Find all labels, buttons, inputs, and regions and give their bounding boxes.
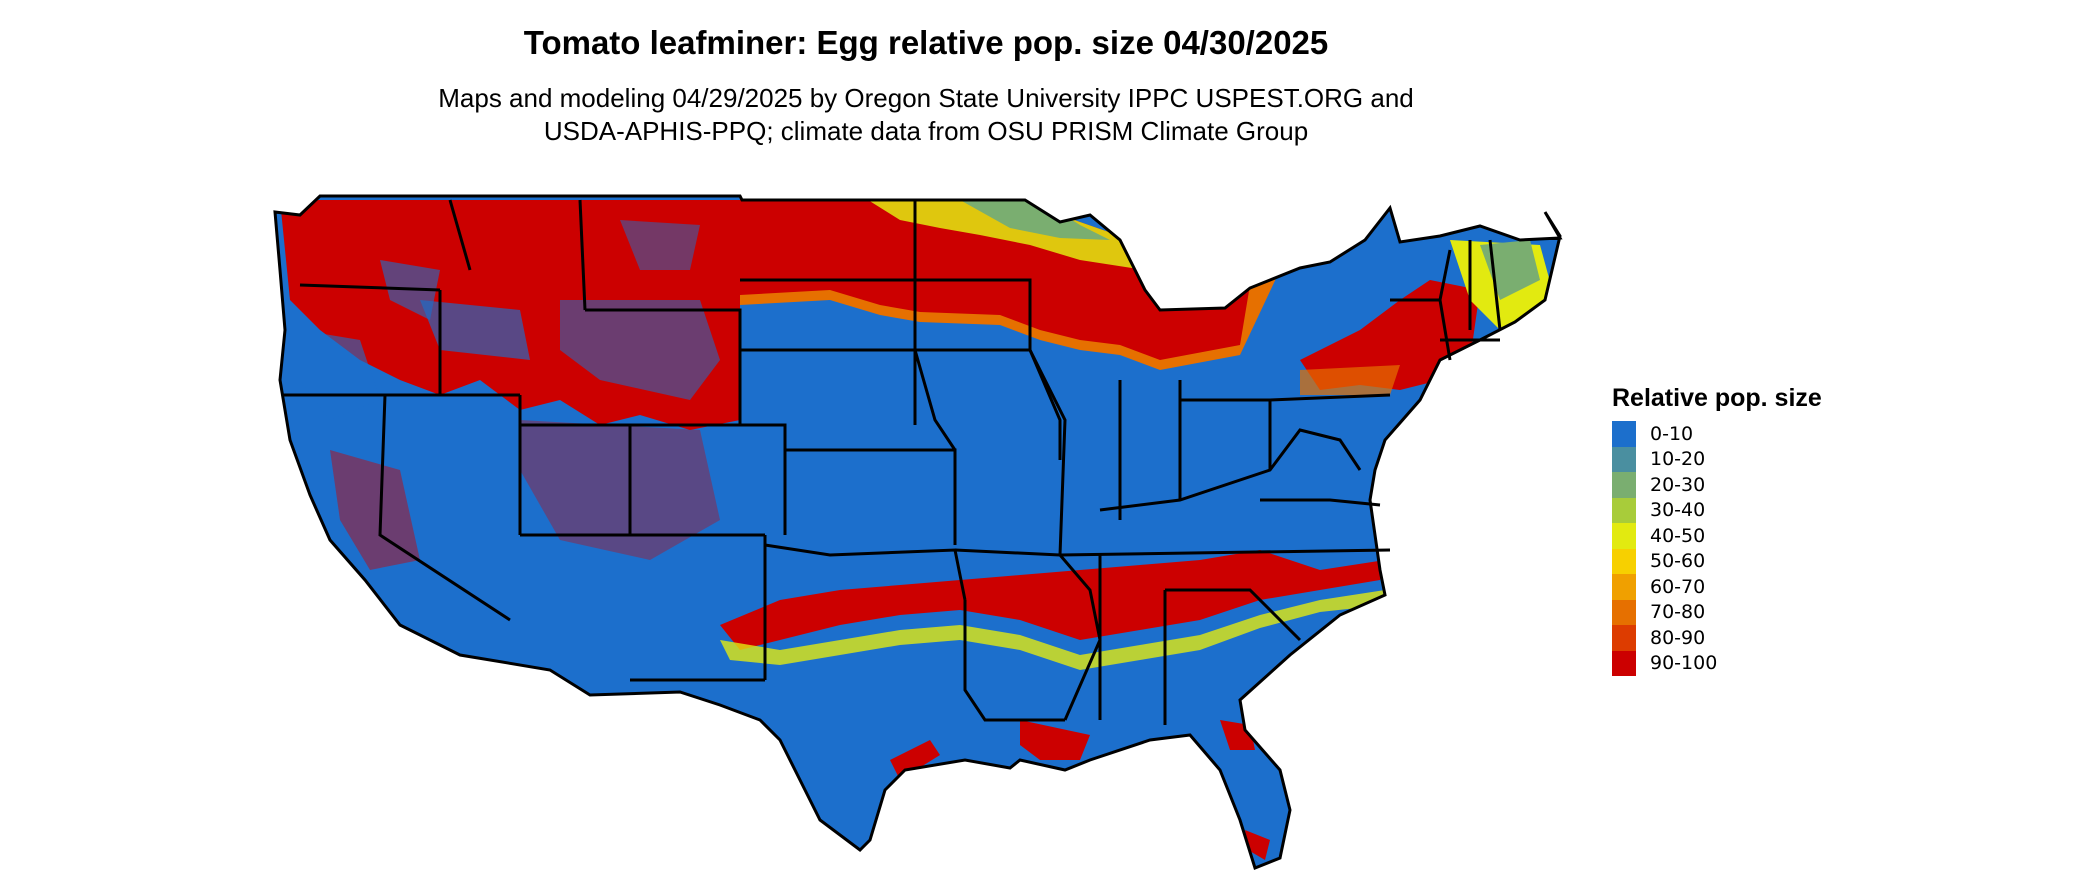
legend-swatch [1612, 599, 1636, 625]
legend-label: 80-90 [1650, 626, 1706, 649]
legend-label: 0-10 [1650, 422, 1694, 445]
legend-item: 50-60 [1612, 548, 1822, 574]
legend-swatch [1612, 650, 1636, 676]
legend-label: 10-20 [1650, 448, 1706, 471]
legend-label: 60-70 [1650, 575, 1706, 598]
legend-label: 50-60 [1650, 550, 1706, 573]
map-raster [275, 196, 1560, 868]
legend-item: 60-70 [1612, 574, 1822, 600]
legend-label: 70-80 [1650, 601, 1706, 624]
legend-item: 90-100 [1612, 650, 1822, 676]
legend-swatch [1612, 472, 1636, 498]
legend-item: 30-40 [1612, 497, 1822, 523]
legend-swatch [1612, 497, 1636, 523]
legend-item: 70-80 [1612, 599, 1822, 625]
legend-item: 20-30 [1612, 472, 1822, 498]
map-legend: Relative pop. size 0-10 10-20 20-30 30-40 40… [1612, 384, 1822, 676]
legend-items: 0-10 10-20 20-30 30-40 40-50 50-60 60-70 70-80 8… [1612, 421, 1822, 676]
legend-swatch [1612, 523, 1636, 549]
legend-label: 90-100 [1650, 652, 1718, 675]
legend-title: Relative pop. size [1612, 384, 1822, 412]
legend-swatch [1612, 548, 1636, 574]
state-borders [273, 194, 1563, 870]
legend-item: 10-20 [1612, 446, 1822, 472]
legend-swatch [1612, 446, 1636, 472]
legend-swatch [1612, 421, 1636, 447]
map-subtitle: Maps and modeling 04/29/2025 by Oregon S… [0, 82, 1852, 148]
legend-swatch [1612, 574, 1636, 600]
legend-swatch [1612, 625, 1636, 651]
legend-item: 0-10 [1612, 421, 1822, 447]
legend-item: 80-90 [1612, 625, 1822, 651]
subtitle-line-1: Maps and modeling 04/29/2025 by Oregon S… [438, 83, 1414, 113]
subtitle-line-2: USDA-APHIS-PPQ; climate data from OSU PR… [543, 116, 1309, 146]
legend-label: 40-50 [1650, 524, 1706, 547]
legend-label: 30-40 [1650, 499, 1706, 522]
map-title: Tomato leafminer: Egg relative pop. size… [523, 24, 1329, 61]
legend-item: 40-50 [1612, 523, 1822, 549]
legend-label: 20-30 [1650, 473, 1706, 496]
